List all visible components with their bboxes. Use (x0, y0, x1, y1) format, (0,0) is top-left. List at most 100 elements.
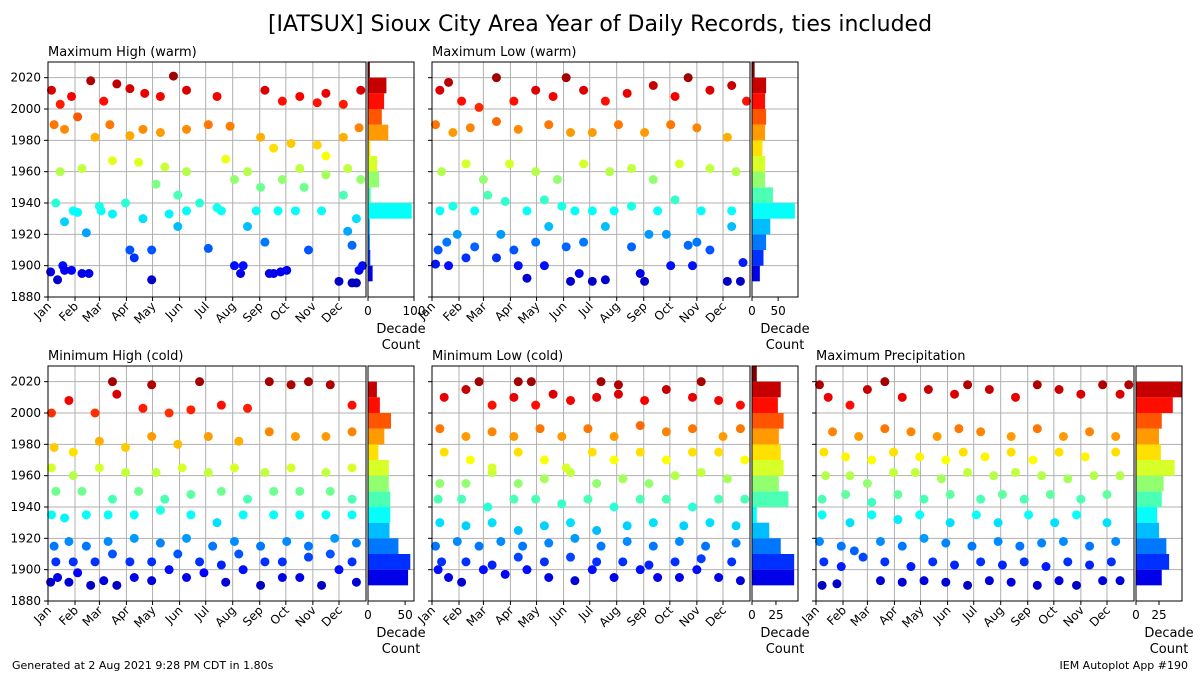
data-point (544, 573, 554, 582)
data-point (105, 120, 115, 130)
data-point (321, 151, 331, 161)
x-tick-label: Feb (440, 299, 465, 324)
data-point (1076, 494, 1086, 504)
hist-bar (368, 554, 411, 570)
data-point (814, 380, 824, 390)
data-point (670, 471, 680, 481)
panel-title: Minimum High (cold) (48, 349, 184, 364)
data-point (448, 128, 458, 137)
data-point (522, 565, 532, 575)
data-point (687, 424, 697, 434)
data-point (1011, 392, 1021, 402)
data-point (993, 518, 1003, 528)
data-point (321, 468, 331, 478)
data-point (531, 85, 541, 95)
data-point (705, 518, 715, 528)
data-point (282, 265, 292, 275)
data-point (216, 486, 226, 496)
data-point (260, 237, 270, 247)
data-point (687, 502, 697, 512)
data-point (216, 400, 226, 410)
data-point (49, 541, 59, 551)
hist-bar (752, 413, 784, 429)
data-point (160, 494, 170, 504)
x-tick-label: Dec (319, 299, 345, 325)
panel-title: Minimum Low (cold) (432, 349, 563, 364)
data-point (444, 261, 454, 271)
hist-bar (368, 171, 380, 188)
data-point (491, 117, 501, 127)
hist-bar (1136, 507, 1158, 523)
data-point (635, 565, 645, 575)
data-point (587, 565, 597, 575)
data-point (299, 182, 309, 192)
data-point (186, 510, 196, 520)
data-point (147, 380, 157, 390)
data-point (692, 237, 702, 247)
data-point (635, 494, 645, 504)
data-point (722, 132, 732, 142)
data-point (51, 557, 61, 567)
data-point (49, 120, 59, 130)
data-point (478, 175, 488, 184)
data-point (1098, 576, 1108, 586)
data-point (727, 206, 737, 216)
data-point (351, 538, 361, 548)
plot-frame (815, 365, 1135, 602)
y-tick-label: 1920 (10, 227, 41, 241)
data-point (627, 242, 637, 252)
data-point (557, 499, 567, 509)
x-tick-label: Nov (677, 299, 703, 325)
data-point (433, 494, 443, 504)
data-point (487, 400, 497, 410)
data-point (140, 88, 150, 98)
data-point (539, 474, 549, 484)
data-point (273, 206, 283, 216)
hist-bar (1136, 397, 1173, 413)
y-tick-label: 2020 (10, 71, 41, 85)
data-point (849, 546, 859, 556)
data-point (444, 573, 454, 582)
data-point (592, 392, 602, 402)
data-point (461, 432, 471, 441)
data-point (121, 198, 131, 208)
data-point (86, 76, 96, 86)
hist-bar (1136, 569, 1162, 586)
data-point (264, 377, 274, 387)
data-point (819, 447, 829, 457)
data-point (286, 463, 296, 473)
data-point (539, 455, 549, 465)
hist-bar (752, 171, 766, 188)
data-point (817, 494, 827, 504)
data-point (182, 533, 192, 543)
hist-bar (752, 140, 763, 156)
data-point (592, 557, 602, 567)
y-tick-label: 1940 (10, 500, 41, 514)
data-point (1054, 385, 1064, 394)
data-point (129, 573, 139, 582)
data-point (893, 489, 903, 499)
x-tick-label: Aug (596, 603, 622, 629)
data-point (173, 439, 183, 449)
data-point (1054, 576, 1064, 586)
data-point (941, 577, 951, 587)
data-point (841, 452, 851, 462)
data-point (963, 580, 973, 590)
data-point (727, 557, 737, 567)
hist-bar (368, 413, 391, 429)
data-point (670, 91, 680, 101)
data-point (356, 85, 366, 95)
x-tick-label: Apr (108, 603, 133, 628)
plot-frame (431, 61, 751, 298)
x-tick-label: Jun (162, 603, 186, 627)
y-tick-label: 1900 (10, 259, 41, 273)
data-point (609, 206, 619, 216)
data-point (635, 269, 645, 278)
data-point (199, 568, 209, 578)
data-point (587, 128, 597, 137)
y-tick-label: 1960 (10, 469, 41, 483)
data-point (77, 164, 87, 174)
hist-xlabel: Count (382, 642, 421, 657)
data-point (435, 424, 445, 434)
data-point (613, 120, 623, 130)
